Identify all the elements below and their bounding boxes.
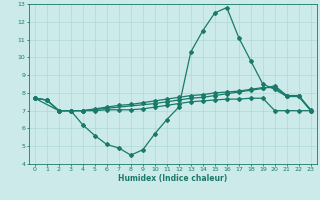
X-axis label: Humidex (Indice chaleur): Humidex (Indice chaleur) (118, 174, 228, 183)
